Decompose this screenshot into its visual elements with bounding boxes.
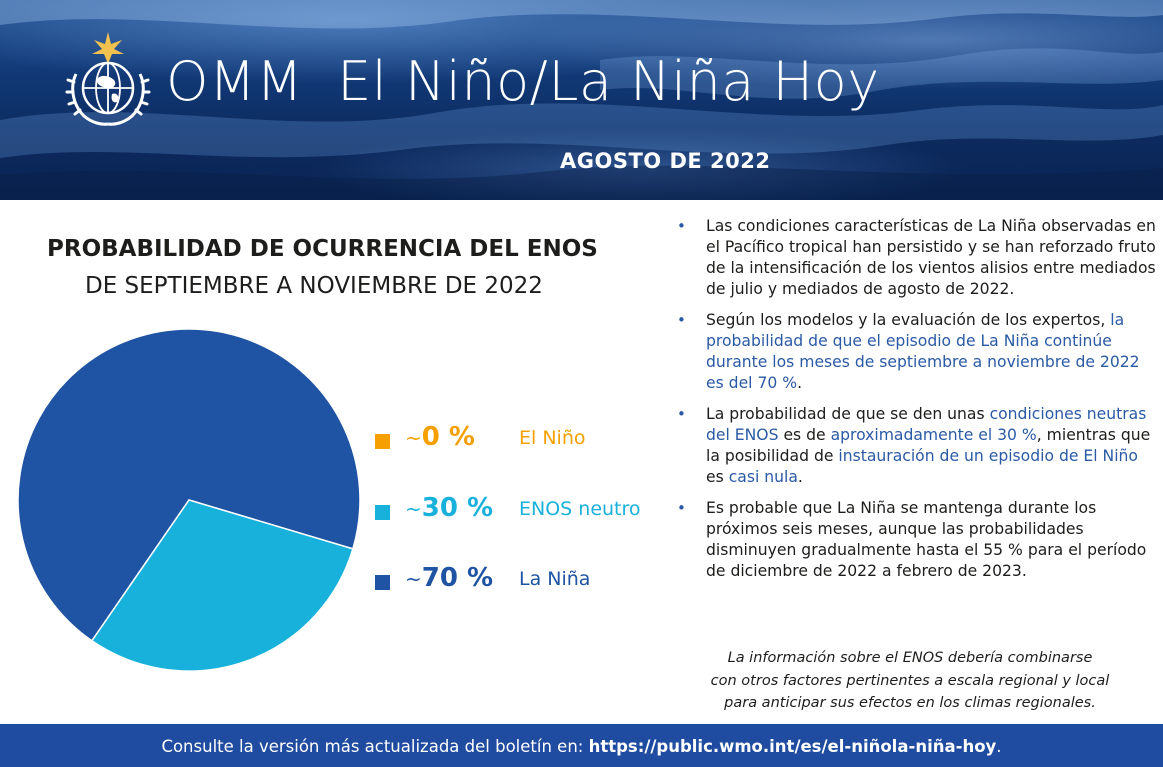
- legend-label: La Niña: [519, 568, 591, 590]
- banner-title: OMM El Niño/La Niña Hoy: [166, 50, 880, 113]
- bullet-text: Es probable que La Niña se mantenga dura…: [706, 499, 1147, 580]
- bullet-item: • La probabilidad de que se den unas cond…: [676, 404, 1160, 488]
- header-banner: OMM El Niño/La Niña Hoy AGOSTO DE 2022: [0, 0, 1163, 200]
- legend-value: ~30 %: [405, 493, 493, 523]
- pie-chart: [17, 328, 361, 672]
- bullet-text: , mientras que la posibilidad de: [706, 426, 1151, 465]
- note-line: con otros factores pertinentes a escala …: [710, 672, 1110, 689]
- legend-swatch: [375, 505, 390, 520]
- highlighted-text: aproximadamente el 30 %: [830, 426, 1037, 444]
- bullet-dot-icon: •: [677, 311, 686, 329]
- bullet-text: .: [797, 468, 803, 486]
- bullet-item: • Las condiciones características de La N…: [676, 216, 1160, 300]
- legend-swatch: [375, 434, 390, 449]
- legend-percent: 70 %: [421, 563, 494, 593]
- key-points-list: • Las condiciones características de La N…: [676, 216, 1160, 592]
- footer-period: .: [996, 737, 1002, 756]
- note-line: para anticipar sus efectos en los climas…: [724, 695, 1096, 711]
- highlighted-text: instauración de un episodio de El Niño: [838, 447, 1138, 465]
- ocean-background: [0, 0, 1163, 200]
- bullet-text: Según los modelos y la evaluación de los…: [706, 311, 1111, 329]
- approx-tilde: ~: [405, 497, 422, 521]
- bullet-dot-icon: •: [677, 217, 686, 235]
- chart-title: PROBABILIDAD DE OCURRENCIA DEL ENOS: [47, 236, 598, 262]
- footer-text: Consulte la versión más actualizada del …: [161, 737, 589, 756]
- bullet-text: es: [706, 468, 729, 486]
- approx-tilde: ~: [405, 426, 422, 450]
- bullet-dot-icon: •: [677, 405, 686, 423]
- note-line: La información sobre el ENOS debería com…: [727, 650, 1093, 666]
- footer-bar: Consulte la versión más actualizada del …: [0, 724, 1163, 767]
- bullet-text: Las condiciones características de La Ni…: [706, 217, 1156, 298]
- legend-percent: 0 %: [421, 422, 475, 452]
- approx-tilde: ~: [405, 567, 422, 591]
- bulletin-date: AGOSTO DE 2022: [560, 149, 771, 173]
- bullet-item: • Según los modelos y la evaluación de lo…: [676, 310, 1160, 394]
- chart-subtitle: DE SEPTIEMBRE A NOVIEMBRE DE 2022: [85, 273, 543, 299]
- bullet-dot-icon: •: [677, 499, 686, 517]
- bulletin-title: El Niño/La Niña Hoy: [337, 50, 880, 113]
- highlighted-text: condiciones neutras del ENOS: [706, 405, 1147, 444]
- legend-swatch: [375, 575, 390, 590]
- highlighted-text: la probabilidad de que el episodio de La…: [706, 311, 1140, 392]
- pie-slice-la-niña: [17, 328, 361, 642]
- legend-percent: 30 %: [421, 493, 494, 523]
- org-name: OMM: [166, 50, 304, 113]
- bullet-text: es de: [778, 426, 831, 444]
- bullet-text: La probabilidad de que se den unas: [706, 405, 990, 423]
- legend-label: ENOS neutro: [519, 498, 641, 520]
- bulletin-link[interactable]: https://public.wmo.int/es/el-niñola-niña…: [588, 737, 997, 756]
- note: La información sobre el ENOS debería com…: [690, 647, 1130, 715]
- legend-label: El Niño: [519, 427, 586, 449]
- pie-slice-enos-neutro: [90, 499, 354, 672]
- bullet-item: • Es probable que La Niña se mantenga dur…: [676, 498, 1160, 582]
- highlighted-text: casi nula: [728, 468, 798, 486]
- wmo-globe-emblem-icon: [65, 32, 151, 126]
- legend-value: ~70 %: [405, 563, 493, 593]
- legend-value: ~0 %: [405, 422, 475, 452]
- bullet-text: .: [797, 374, 803, 392]
